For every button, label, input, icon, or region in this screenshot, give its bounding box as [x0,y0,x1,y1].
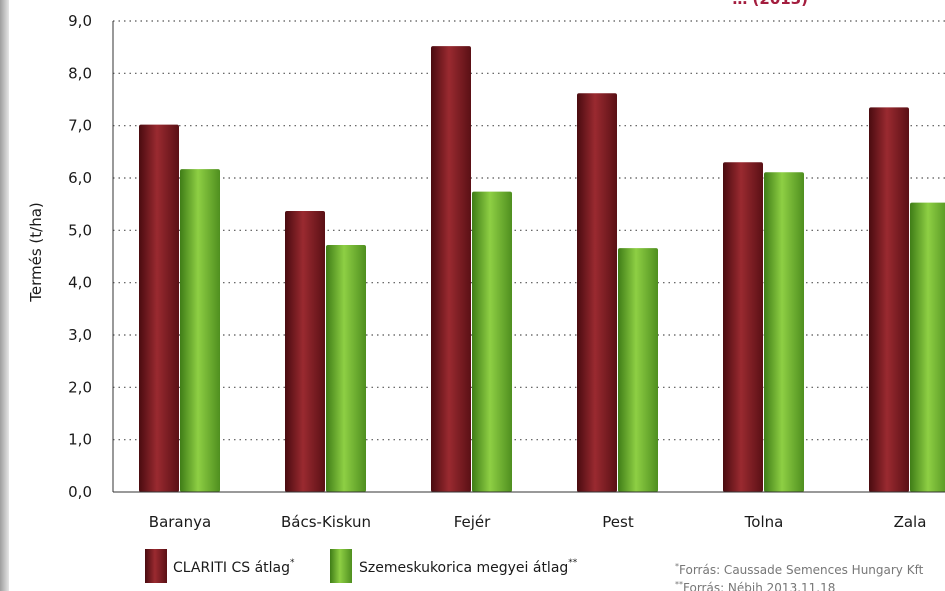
y-tick-label: 0,0 [68,483,92,501]
bar-clariti: Baranya – CLARITI CS átlag: 7.02 [139,124,179,493]
x-category-label: Bács-Kiskun [281,513,371,531]
legend-swatch-county [330,549,352,583]
footnote: **Forrás: Nébih 2013.11.18 [675,580,835,591]
bar-clariti: Pest – CLARITI CS átlag: 7.62 [577,93,617,492]
y-tick-label: 3,0 [68,326,92,344]
y-tick-label: 1,0 [68,431,92,449]
y-tick-label: 2,0 [68,378,92,396]
legend-label-county: Szemeskukorica megyei átlag** [359,558,578,576]
legend-swatch-clariti [145,549,167,583]
bar-county-average: Bács-Kiskun – Szemeskukorica megyei átla… [326,244,366,492]
bar-county-average: Zala – Szemeskukorica megyei átlag: 5.53 [910,202,945,492]
bar-clariti: Zala – CLARITI CS átlag: 7.35 [869,107,909,492]
x-category-label: Pest [602,513,634,531]
bar-clariti: Fejér – CLARITI CS átlag: 8.52 [431,46,471,493]
footnote: *Forrás: Caussade Semences Hungary Kft [675,562,924,577]
bar-county-average: Baranya – Szemeskukorica megyei átlag: 6… [180,169,220,492]
x-category-label: Zala [894,513,927,531]
bar-clariti: Tolna – CLARITI CS átlag: 6.3 [723,162,763,493]
y-axis-label: Termés (t/ha) [27,202,45,303]
y-tick-label: 4,0 [68,274,92,292]
left-edge-strip [0,0,9,591]
legend-label-clariti: CLARITI CS átlag* [173,558,295,576]
bar-county-average: Fejér – Szemeskukorica megyei átlag: 5.7… [472,191,512,492]
bar-county-average: Pest – Szemeskukorica megyei átlag: 4.66 [618,248,658,492]
y-tick-label: 6,0 [68,169,92,187]
y-tick-label: 8,0 [68,64,92,82]
y-tick-label: 9,0 [68,12,92,30]
chart-title: … (2013) [732,0,808,8]
y-tick-label: 7,0 [68,117,92,135]
y-tick-label: 5,0 [68,221,92,239]
bar-clariti: Bács-Kiskun – CLARITI CS átlag: 5.37 [285,210,325,492]
x-category-label: Tolna [744,513,784,531]
x-category-label: Baranya [149,513,211,531]
bar-county-average: Tolna – Szemeskukorica megyei átlag: 6.1… [764,172,804,492]
x-category-label: Fejér [454,513,491,531]
